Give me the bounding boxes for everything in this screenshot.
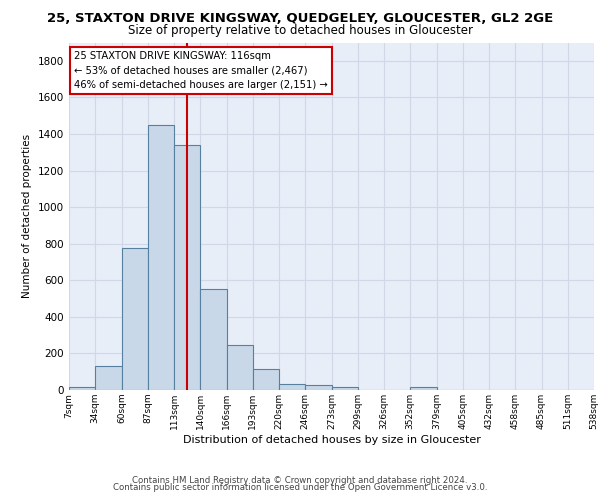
Text: Contains public sector information licensed under the Open Government Licence v3: Contains public sector information licen… xyxy=(113,484,487,492)
Bar xyxy=(305,384,331,390)
X-axis label: Distribution of detached houses by size in Gloucester: Distribution of detached houses by size … xyxy=(182,434,481,444)
Bar xyxy=(121,248,148,390)
Text: 25, STAXTON DRIVE KINGSWAY, QUEDGELEY, GLOUCESTER, GL2 2GE: 25, STAXTON DRIVE KINGSWAY, QUEDGELEY, G… xyxy=(47,12,553,26)
Text: 25 STAXTON DRIVE KINGSWAY: 116sqm
← 53% of detached houses are smaller (2,467)
4: 25 STAXTON DRIVE KINGSWAY: 116sqm ← 53% … xyxy=(74,51,328,90)
Bar xyxy=(69,388,95,390)
Text: Contains HM Land Registry data © Crown copyright and database right 2024.: Contains HM Land Registry data © Crown c… xyxy=(132,476,468,485)
Bar xyxy=(174,145,200,390)
Bar xyxy=(95,366,121,390)
Bar xyxy=(200,290,227,390)
Y-axis label: Number of detached properties: Number of detached properties xyxy=(22,134,32,298)
Bar xyxy=(148,125,174,390)
Text: Size of property relative to detached houses in Gloucester: Size of property relative to detached ho… xyxy=(128,24,473,37)
Bar xyxy=(253,369,279,390)
Bar xyxy=(410,388,437,390)
Bar xyxy=(279,384,305,390)
Bar xyxy=(227,345,253,390)
Bar xyxy=(331,388,358,390)
